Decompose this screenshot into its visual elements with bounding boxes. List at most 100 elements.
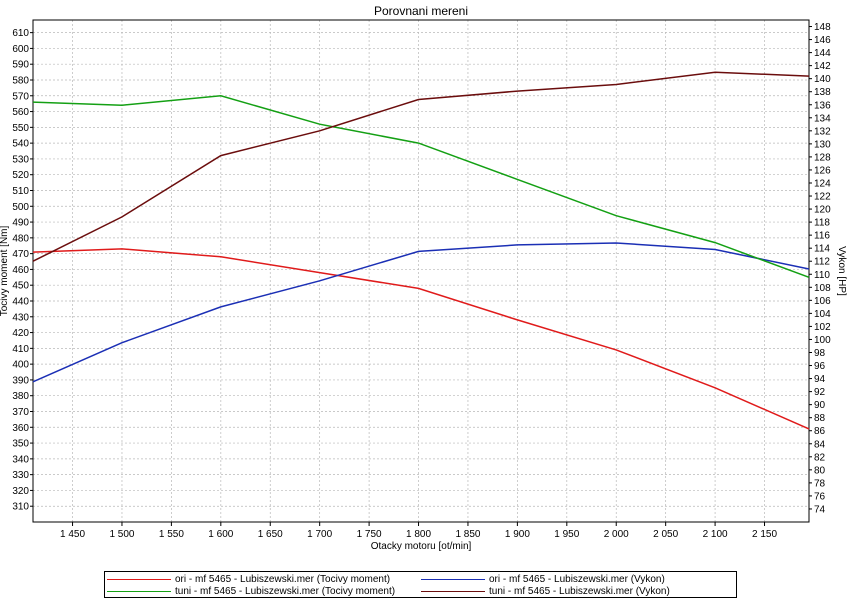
y2-tick-label: 82	[814, 452, 826, 463]
legend-item: ori - mf 5465 - Lubiszewski.mer (Tocivy …	[107, 573, 390, 586]
y2-tick-label: 138	[814, 87, 831, 98]
y2-tick-label: 106	[814, 296, 831, 307]
y-tick-label: 410	[12, 344, 29, 355]
y-tick-label: 610	[12, 28, 29, 39]
y2-tick-label: 130	[814, 139, 831, 150]
y2-tick-label: 98	[814, 348, 826, 359]
legend-item: tuni - mf 5465 - Lubiszewski.mer (Tocivy…	[107, 585, 395, 598]
series-line-2	[32, 95, 810, 279]
y2-tick-label: 86	[814, 426, 826, 437]
y-tick-label: 570	[12, 91, 29, 102]
y-tick-label: 530	[12, 154, 29, 165]
y2-tick-label: 108	[814, 283, 831, 294]
y2-tick-label: 84	[814, 439, 826, 450]
x-tick-label: 1 500	[109, 529, 134, 540]
y2-axis-ticks: 74 76 78 80 82 84 86 88 90 92 94 96 98 100 102 104 106 10…	[809, 22, 831, 515]
y-tick-label: 470	[12, 249, 29, 260]
grid-lines	[33, 20, 809, 522]
y-tick-label: 450	[12, 281, 29, 292]
x-tick-label: 2 100	[703, 529, 728, 540]
y2-tick-label: 142	[814, 61, 831, 72]
y-tick-label: 590	[12, 60, 29, 71]
y-tick-label: 370	[12, 407, 29, 418]
y2-tick-label: 124	[814, 178, 831, 189]
x-tick-label: 2 000	[604, 529, 629, 540]
y2-tick-label: 96	[814, 361, 826, 372]
y2-tick-label: 88	[814, 413, 826, 424]
y-tick-label: 320	[12, 486, 29, 497]
y-tick-label: 380	[12, 391, 29, 402]
legend-label: tuni - mf 5465 - Lubiszewski.mer (Tocivy…	[175, 586, 396, 597]
y2-tick-label: 100	[814, 335, 831, 346]
y-tick-label: 400	[12, 360, 29, 371]
chart: Porovnani mereni 1 450 1 500 1 550 1 600 1 6…	[0, 4, 847, 552]
series-line-0	[32, 248, 810, 430]
x-tick-label: 1 450	[60, 529, 85, 540]
y-tick-label: 520	[12, 170, 29, 181]
legend-swatch	[107, 591, 171, 592]
x-tick-label: 1 950	[554, 529, 579, 540]
x-axis-label: Otacky motoru [ot/min]	[371, 541, 472, 552]
y2-tick-label: 112	[814, 257, 830, 268]
y-tick-label: 580	[12, 75, 29, 86]
y-tick-label: 460	[12, 265, 29, 276]
y-tick-label: 350	[12, 439, 29, 450]
y-tick-label: 390	[12, 375, 29, 386]
y-tick-label: 440	[12, 296, 29, 307]
y2-tick-label: 136	[814, 100, 831, 111]
y-tick-label: 560	[12, 107, 29, 118]
y-tick-label: 340	[12, 454, 29, 465]
y2-tick-label: 76	[814, 491, 826, 502]
y2-tick-label: 122	[814, 192, 831, 203]
y2-tick-label: 148	[814, 22, 831, 33]
x-tick-label: 1 550	[159, 529, 184, 540]
y-tick-label: 310	[12, 502, 29, 513]
x-tick-label: 1 600	[208, 529, 233, 540]
legend-label: tuni - mf 5465 - Lubiszewski.mer (Vykon)	[489, 586, 670, 597]
y2-tick-label: 128	[814, 152, 831, 163]
y-tick-label: 480	[12, 233, 29, 244]
y2-tick-label: 90	[814, 400, 826, 411]
x-tick-label: 1 800	[406, 529, 431, 540]
chart-title: Porovnani mereni	[374, 4, 468, 18]
y2-tick-label: 80	[814, 465, 826, 476]
x-tick-label: 1 850	[455, 529, 480, 540]
x-tick-label: 1 900	[505, 529, 530, 540]
y-tick-label: 600	[12, 44, 29, 55]
y2-tick-label: 118	[814, 218, 830, 229]
y2-tick-label: 94	[814, 374, 826, 385]
y2-axis-label: Vykon [HP]	[836, 246, 847, 296]
y2-tick-label: 120	[814, 205, 831, 216]
legend-item: ori - mf 5465 - Lubiszewski.mer (Vykon)	[421, 573, 665, 586]
legend-item: tuni - mf 5465 - Lubiszewski.mer (Vykon)	[421, 585, 670, 598]
x-tick-label: 1 650	[258, 529, 283, 540]
y2-tick-label: 104	[814, 309, 831, 320]
y2-tick-label: 146	[814, 35, 831, 46]
y2-tick-label: 140	[814, 74, 831, 85]
y-tick-label: 540	[12, 139, 29, 150]
legend: ori - mf 5465 - Lubiszewski.mer (Tocivy …	[104, 571, 737, 598]
series-line-3	[32, 71, 810, 262]
legend-label: ori - mf 5465 - Lubiszewski.mer (Vykon)	[489, 574, 665, 585]
y2-tick-label: 78	[814, 478, 826, 489]
legend-swatch	[421, 591, 485, 592]
y2-tick-label: 102	[814, 322, 831, 333]
y-tick-label: 330	[12, 470, 29, 481]
y-tick-label: 490	[12, 218, 29, 229]
y2-tick-label: 114	[814, 244, 830, 255]
y-tick-label: 430	[12, 312, 29, 323]
legend-swatch	[421, 579, 485, 580]
plot-area	[32, 19, 810, 523]
y2-tick-label: 92	[814, 387, 826, 398]
x-tick-label: 1 700	[307, 529, 332, 540]
y-tick-label: 550	[12, 123, 29, 134]
legend-swatch	[107, 579, 171, 580]
y-axis-ticks: 310 320 330 340 350 360 370 380 390 400 410 420 430 4…	[12, 28, 33, 513]
series-line-1	[32, 242, 810, 383]
y-tick-label: 420	[12, 328, 29, 339]
y-tick-label: 500	[12, 202, 29, 213]
y-tick-label: 510	[12, 186, 29, 197]
y2-tick-label: 126	[814, 165, 831, 176]
legend-label: ori - mf 5465 - Lubiszewski.mer (Tocivy …	[175, 574, 391, 585]
y2-tick-label: 74	[814, 504, 826, 515]
